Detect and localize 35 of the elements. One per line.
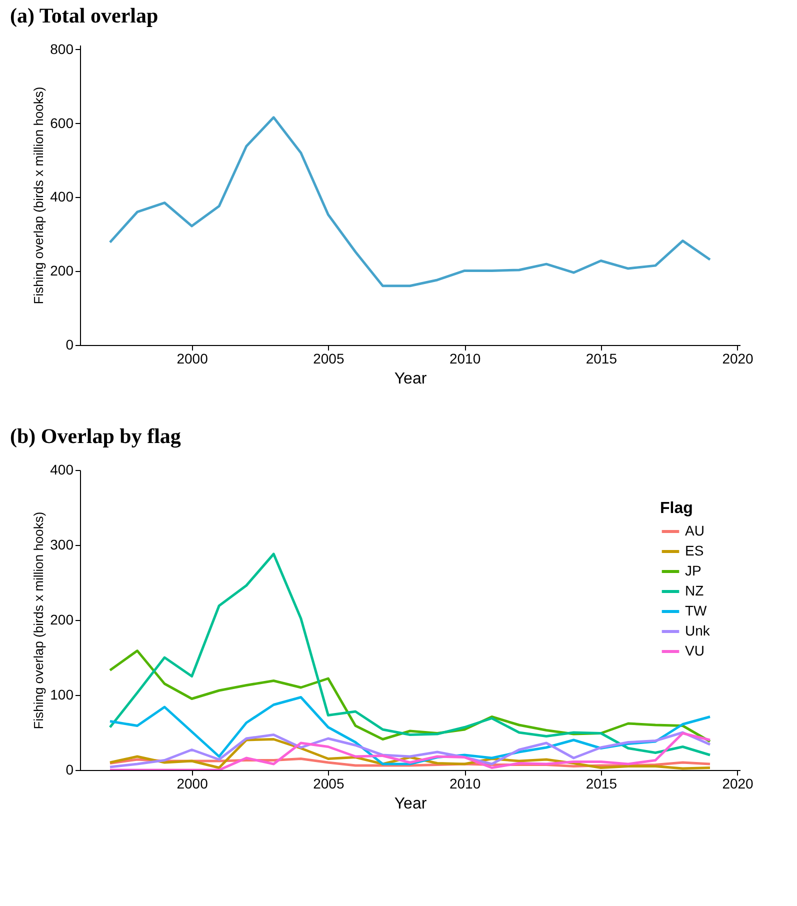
x-tick-label: 2005 [313, 350, 344, 366]
x-tick-label: 2020 [722, 776, 754, 792]
chart-title: (a) Total overlap [10, 3, 158, 28]
legend-label: NZ [685, 582, 704, 598]
y-tick-label: 200 [50, 262, 74, 279]
y-tick-label: 300 [50, 536, 74, 552]
y-tick-label: 400 [50, 188, 74, 205]
y-tick-label: 0 [66, 336, 74, 352]
legend-label: VU [685, 642, 704, 658]
legend-label: Unk [685, 622, 711, 638]
y-tick-label: 400 [50, 462, 74, 478]
x-tick-label: 2010 [449, 776, 481, 792]
y-tick-label: 0 [66, 762, 74, 778]
y-axis-title: Fishing overlap (birds x million hooks) [31, 512, 46, 730]
legend-label: TW [685, 602, 708, 618]
y-tick-label: 200 [50, 612, 74, 628]
y-tick-label: 600 [50, 114, 74, 131]
legend-label: ES [685, 542, 704, 558]
x-tick-label: 2005 [313, 776, 344, 792]
chart-title: (b) Overlap by flag [10, 424, 182, 448]
x-tick-label: 2000 [176, 350, 208, 366]
line-series [108, 116, 712, 288]
x-tick-label: 2020 [722, 350, 754, 366]
x-axis-title: Year [394, 370, 428, 388]
x-axis-title: Year [394, 796, 428, 812]
y-tick-label: 800 [50, 40, 74, 57]
legend-label: JP [685, 562, 702, 578]
legend-title: Flag [660, 500, 693, 517]
x-tick-label: 2015 [586, 350, 618, 366]
y-axis-title: Fishing overlap (birds x million hooks) [31, 86, 46, 304]
x-tick-label: 2010 [449, 350, 481, 366]
x-tick-label: 2000 [176, 776, 208, 792]
legend-label: AU [685, 522, 704, 538]
x-tick-label: 2015 [586, 776, 618, 792]
y-tick-label: 100 [50, 686, 74, 702]
